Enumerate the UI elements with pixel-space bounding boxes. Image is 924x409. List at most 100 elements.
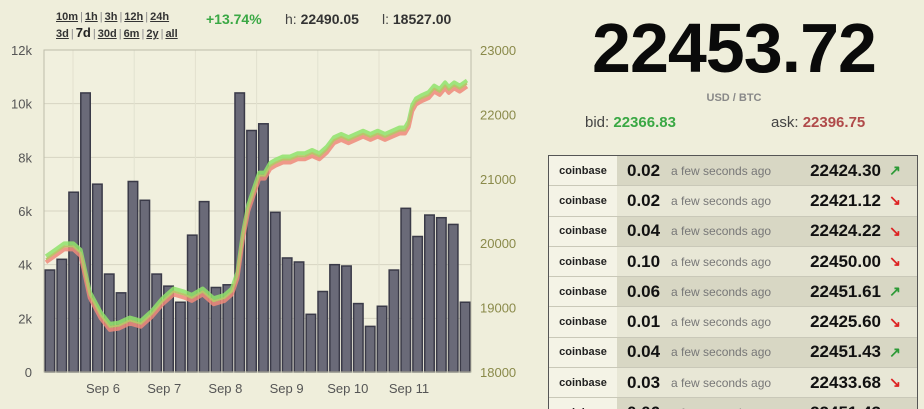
range-link-3d[interactable]: 3d xyxy=(56,28,69,40)
range-link-7d[interactable]: 7d xyxy=(75,25,91,40)
volume-bar xyxy=(459,301,471,373)
arrow-down-right-icon: ↘ xyxy=(889,313,901,330)
trade-details: 0.06 a few seconds ago 22451.61 ↗ xyxy=(617,277,917,307)
x-tick-label: Sep 9 xyxy=(270,381,304,396)
trade-amount: 0.06 xyxy=(627,281,661,301)
price-lines xyxy=(44,78,469,332)
arrow-down-right-icon: ↘ xyxy=(889,374,901,391)
trade-details: 0.03 a few seconds ago 22433.68 ↘ xyxy=(617,368,917,398)
trade-exchange: coinbase xyxy=(549,186,617,216)
range-link-all[interactable]: all xyxy=(165,28,178,40)
trade-price: 22424.22 xyxy=(810,221,881,241)
trade-exchange: coinbase xyxy=(549,337,617,368)
trade-details: 0.02 a few seconds ago 22421.12 ↘ xyxy=(617,186,917,216)
price-volume-chart: 0 2k 4k 6k 8k 10k 12k 18000 19000 20000 21000 22000… xyxy=(11,43,516,396)
y-right-tick-label: 19000 xyxy=(480,301,516,316)
recent-trades-table[interactable]: coinbase 0.02 a few seconds ago 22424.30 ↗ co… xyxy=(548,155,918,409)
y-right-tick-label: 18000 xyxy=(480,365,516,380)
x-tick-label: Sep 10 xyxy=(327,381,368,396)
trade-details: 0.04 a few seconds ago 22424.22 ↘ xyxy=(617,216,917,246)
bid-display: bid: 22366.83 xyxy=(585,114,676,131)
y-right-tick-label: 21000 xyxy=(480,172,516,187)
volume-bar xyxy=(281,257,293,373)
range-separator: | xyxy=(70,28,74,40)
trade-amount: 0.04 xyxy=(627,342,661,362)
low-value: 18527.00 xyxy=(392,11,452,27)
volume-bar xyxy=(257,123,269,373)
trade-exchange: coinbase xyxy=(549,277,617,307)
trade-time: a few seconds ago xyxy=(671,406,801,409)
volume-bar xyxy=(447,223,459,373)
high-label: h: xyxy=(285,11,297,27)
volume-bar xyxy=(293,261,305,373)
trade-details: 0.04 a few seconds ago 22451.43 ↗ xyxy=(617,337,917,368)
trade-amount: 0.01 xyxy=(627,312,661,332)
trade-details: 0.10 a few seconds ago 22450.00 ↘ xyxy=(617,246,917,277)
trade-exchange: coinbase xyxy=(549,368,617,398)
range-link-10m[interactable]: 10m xyxy=(56,11,79,23)
trade-time: a few seconds ago xyxy=(671,254,772,269)
range-link-12h[interactable]: 12h xyxy=(124,11,144,23)
trade-price: 22433.68 xyxy=(810,372,881,392)
volume-bar xyxy=(376,305,388,373)
high-value: 22490.05 xyxy=(300,11,359,27)
range-link-2y[interactable]: 2y xyxy=(146,28,159,40)
trade-amount: 0.10 xyxy=(627,251,661,271)
trade-row: coinbase 0.10 a few seconds ago 22450.00 ↘ xyxy=(549,246,917,278)
trade-row: coinbase 0.02 a few seconds ago 22424.30 ↗ xyxy=(549,156,917,187)
trade-price: 22451.43 xyxy=(810,342,881,362)
bid-label: bid: xyxy=(585,114,610,131)
trade-time: a few seconds ago xyxy=(671,224,772,239)
arrow-down-right-icon: ↘ xyxy=(889,253,901,270)
volume-bar xyxy=(56,258,68,373)
trade-time: a few seconds ago xyxy=(671,375,772,390)
trade-amount: 0.03 xyxy=(627,372,661,392)
trade-amount: 0.02 xyxy=(627,190,661,210)
time-range-selector: 10m | 1h | 3h | 12h | 24h 3d | 7d | 30d | 6m | 2y | all xyxy=(56,10,178,42)
volume-bar xyxy=(412,235,424,373)
trade-details: 0.01 a few seconds ago 22425.60 ↘ xyxy=(617,307,917,337)
range-separator: | xyxy=(145,11,149,23)
volume-bar xyxy=(186,234,198,373)
volume-bar xyxy=(115,292,127,373)
trade-details: 0.02 a few seconds ago 22424.30 ↗ xyxy=(617,156,917,186)
trade-exchange: coinbase xyxy=(549,216,617,246)
y-left-tick-label: 8k xyxy=(18,150,32,165)
arrow-down-right-icon: ↘ xyxy=(889,192,901,209)
arrow-up-right-icon: ↗ xyxy=(881,405,909,409)
range-link-30d[interactable]: 30d xyxy=(97,28,117,40)
y-right-tick-label: 22000 xyxy=(480,107,516,122)
volume-bar xyxy=(340,265,352,373)
currency-pair: USD / BTC xyxy=(706,92,762,104)
trade-price: 22425.60 xyxy=(810,312,881,332)
ask-value: 22396.75 xyxy=(802,114,866,131)
arrow-down-right-icon: ↘ xyxy=(889,222,901,239)
high-stat: h: 22490.05 xyxy=(285,11,359,27)
range-link-6m[interactable]: 6m xyxy=(123,28,140,40)
arrow-up-right-icon: ↗ xyxy=(889,162,901,179)
range-separator: | xyxy=(118,28,122,40)
trade-exchange: coinbase xyxy=(549,246,617,277)
range-link-24h[interactable]: 24h xyxy=(150,11,170,23)
bid-value: 22366.83 xyxy=(613,114,676,131)
range-link-3h[interactable]: 3h xyxy=(104,11,118,23)
trade-time: a few seconds ago xyxy=(671,284,772,299)
x-tick-label: Sep 11 xyxy=(389,381,429,396)
volume-bar xyxy=(44,269,56,373)
chart-axes: 0 2k 4k 6k 8k 10k 12k 18000 19000 20000 21000 22000… xyxy=(11,43,516,396)
trade-time: a few seconds ago xyxy=(671,163,772,178)
x-tick-label: Sep 7 xyxy=(147,381,181,396)
volume-bar xyxy=(68,191,80,373)
volume-bar xyxy=(139,199,151,373)
y-left-tick-label: 6k xyxy=(18,204,32,219)
range-link-1h[interactable]: 1h xyxy=(84,11,98,23)
volume-bar xyxy=(80,92,91,373)
price-line-mid xyxy=(45,82,468,328)
range-separator: | xyxy=(99,11,103,23)
volume-bar xyxy=(435,216,447,373)
range-separator: | xyxy=(160,28,164,40)
range-separator: | xyxy=(92,28,96,40)
